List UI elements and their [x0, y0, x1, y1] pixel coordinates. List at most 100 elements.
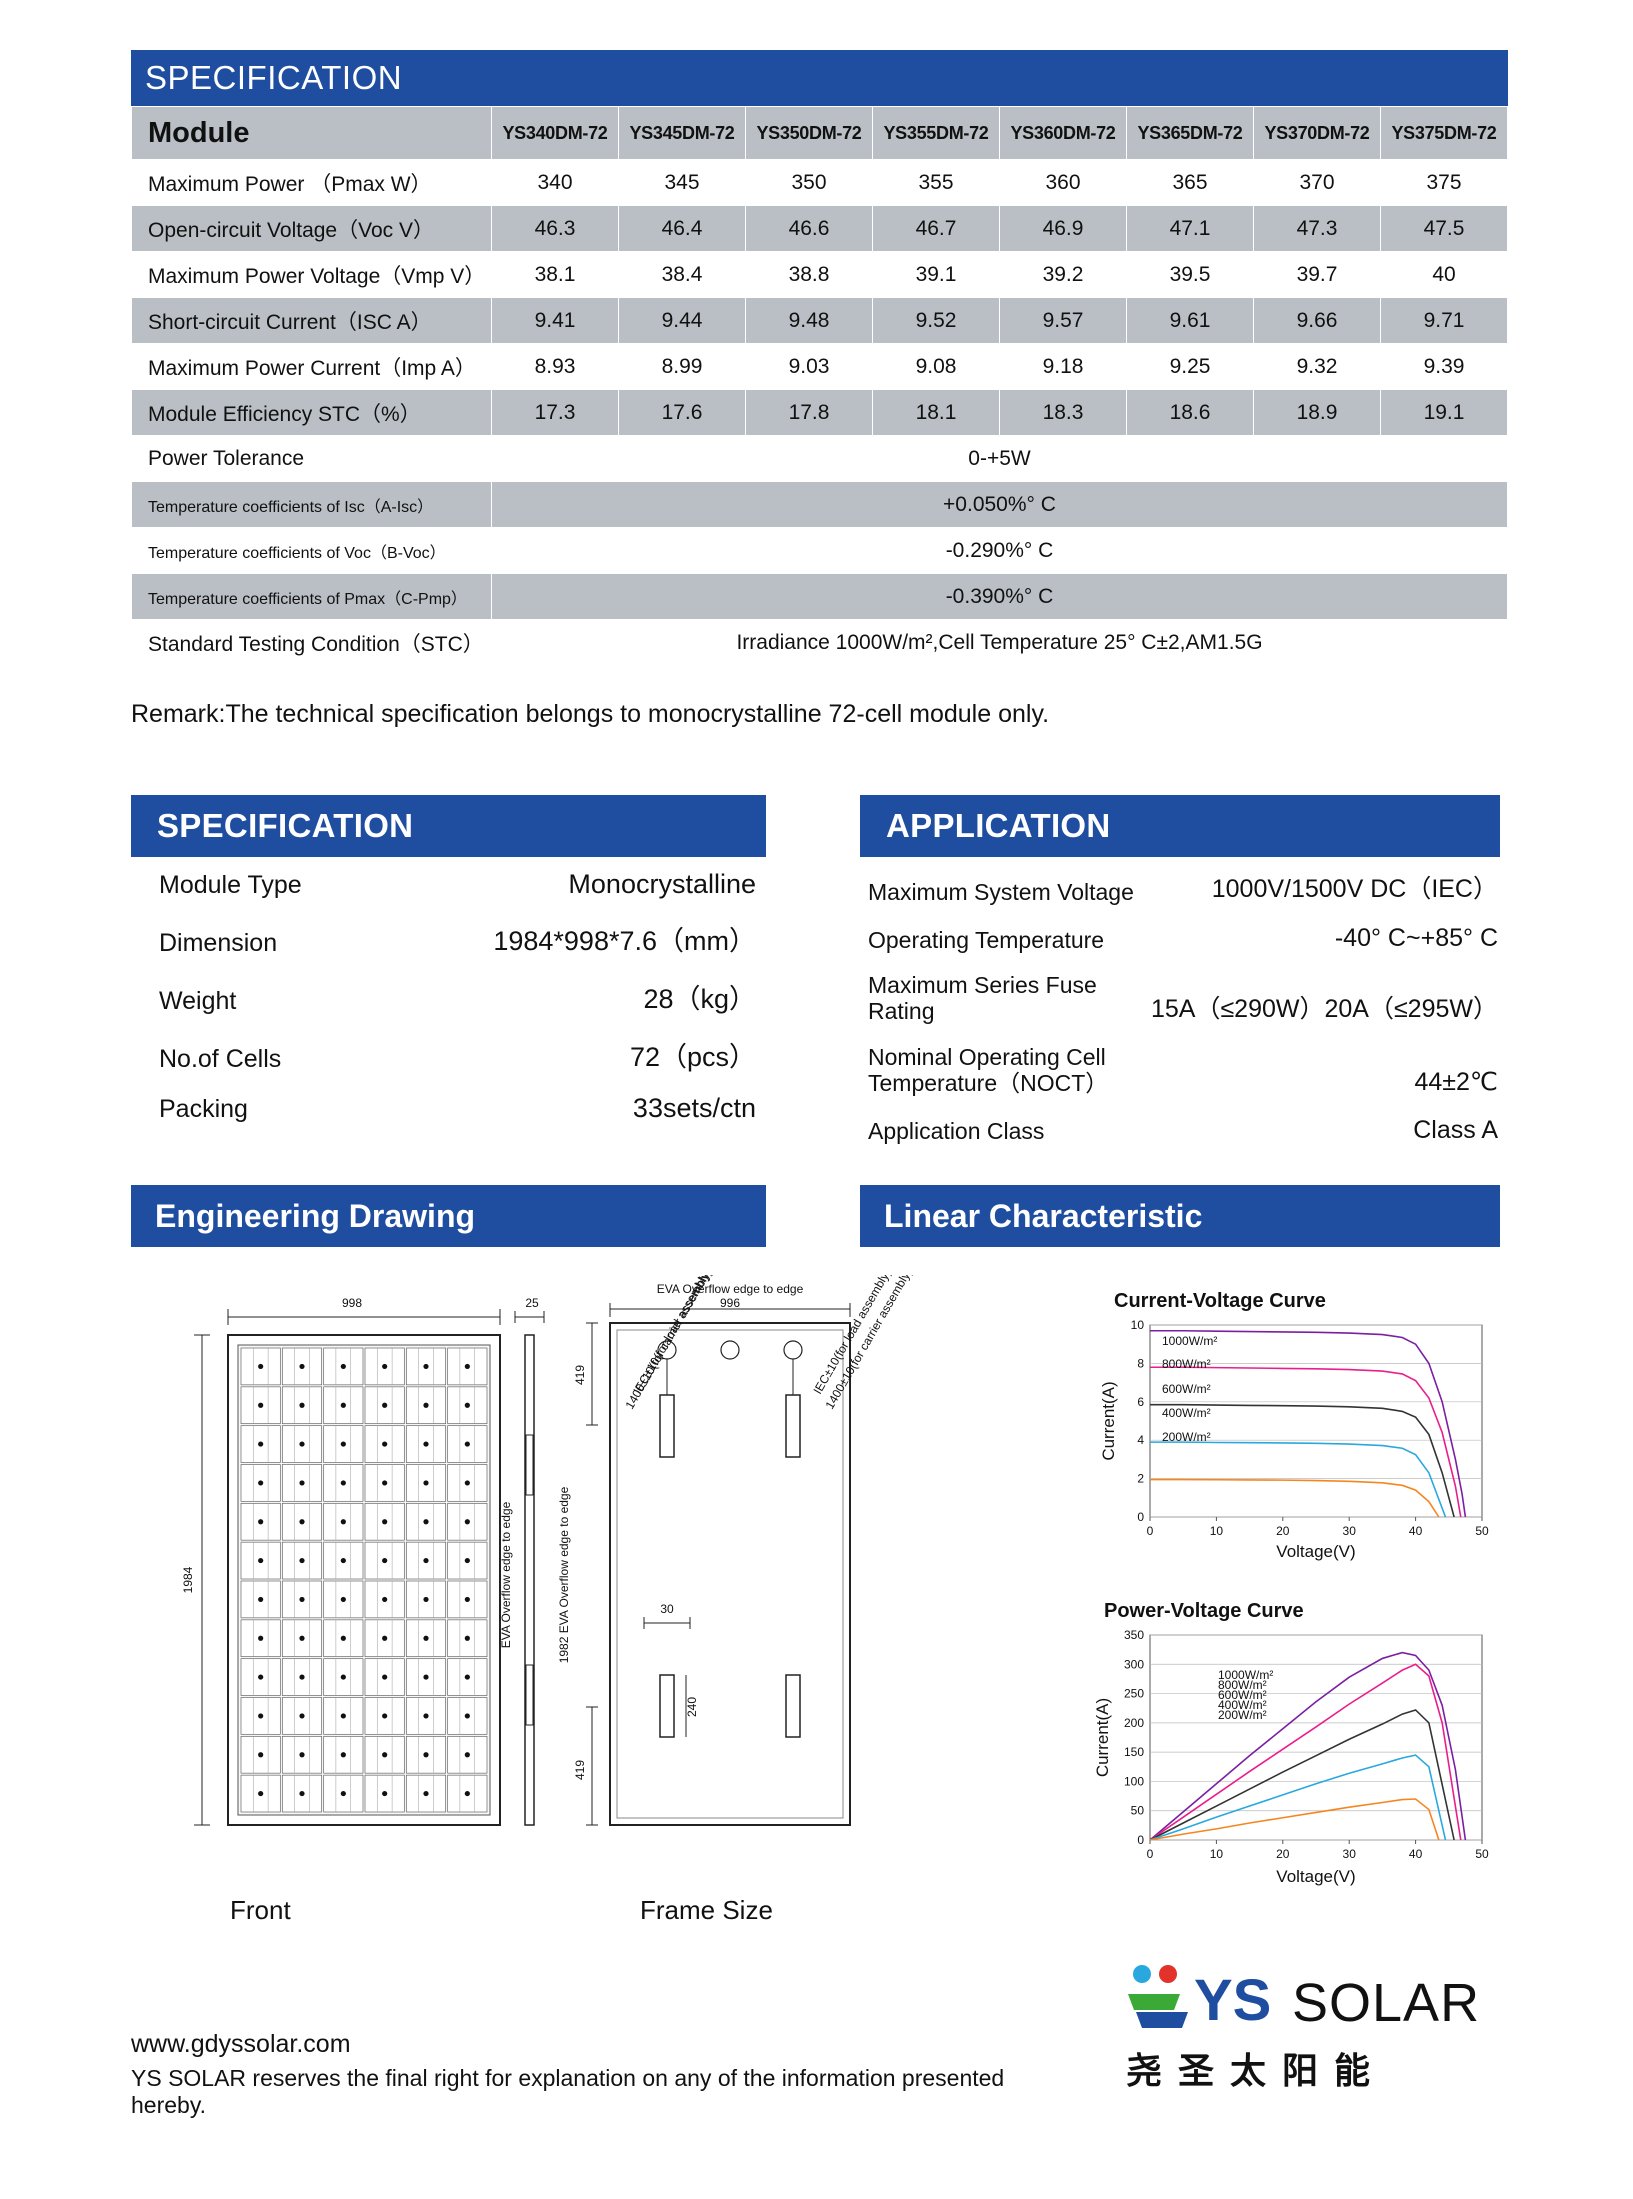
row-value-4: 46.9: [999, 205, 1127, 252]
row-value-5: 18.6: [1126, 389, 1254, 436]
row-value-3: 355: [872, 159, 1000, 206]
svg-text:600W/m²: 600W/m²: [1162, 1382, 1211, 1396]
module-header-0: YS340DM-72: [491, 106, 619, 160]
row-value-5: 39.5: [1126, 251, 1254, 298]
dim-419-lower-label: 419: [573, 1760, 587, 1780]
row-value-1: 38.4: [618, 251, 746, 298]
svg-text:2: 2: [1137, 1472, 1144, 1486]
table-row: Maximum Power Voltage（Vmp V） 38.1 38.4 38.8…: [131, 251, 1508, 298]
row-value-1: 17.6: [618, 389, 746, 436]
linear-characteristic-panel: Linear Characteristic: [860, 1185, 1500, 1247]
row-label: Module Efficiency STC（%）: [131, 389, 492, 436]
svg-text:10: 10: [1131, 1318, 1145, 1332]
row-value-2: 350: [745, 159, 873, 206]
application-list: Maximum System Voltage 1000V/1500V DC（IEC…: [860, 869, 1500, 1145]
svg-text:50: 50: [1475, 1524, 1489, 1538]
specification-key-3: No.of Cells: [159, 1045, 282, 1074]
svg-text:600W/m²: 600W/m²: [1218, 1688, 1267, 1702]
table-header-row: Module YS340DM-72 YS345DM-72 YS350DM-72 YS35…: [131, 106, 1508, 160]
svg-text:50: 50: [1475, 1847, 1489, 1861]
application-key-2: Maximum Series Fuse Rating: [868, 972, 1097, 1025]
table-row: Temperature coefficients of Isc（A-Isc） +0…: [131, 481, 1508, 528]
svg-text:Current(A): Current(A): [1099, 1381, 1118, 1460]
module-header-4: YS360DM-72: [999, 106, 1127, 160]
pv-curve-title: Power-Voltage Curve: [1104, 1600, 1304, 1622]
table-row: Maximum Power （Pmax W） 340 345 350 355 360 365…: [131, 159, 1508, 206]
specification-value-0: Monocrystalline: [568, 869, 756, 899]
svg-text:200W/m²: 200W/m²: [1218, 1708, 1267, 1722]
module-header-5: YS365DM-72: [1126, 106, 1254, 160]
engineering-drawing-banner: Engineering Drawing: [131, 1185, 766, 1247]
row-value-3: 46.7: [872, 205, 1000, 252]
row-value-7: 9.39: [1380, 343, 1508, 390]
dim-30-label: 30: [660, 1602, 674, 1616]
table-row: Temperature coefficients of Pmax（C-Pmp） -…: [131, 573, 1508, 620]
svg-text:Voltage(V): Voltage(V): [1276, 1867, 1355, 1886]
row-label: Maximum Power Voltage（Vmp V）: [131, 251, 492, 298]
table-row: Module Efficiency STC（%） 17.3 17.6 17.8 18.1…: [131, 389, 1508, 436]
svg-text:400W/m²: 400W/m²: [1162, 1406, 1211, 1420]
row-label: Temperature coefficients of Isc（A-Isc）: [131, 481, 492, 528]
svg-text:4: 4: [1137, 1433, 1144, 1447]
side-view: 25 EVA Overflow edge to edge: [499, 1296, 545, 1826]
svg-text:150: 150: [1124, 1745, 1144, 1759]
remark-text: Remark:The technical specification belon…: [131, 700, 1050, 728]
row-value-7: 40: [1380, 251, 1508, 298]
application-value-3: 44±2℃: [1414, 1067, 1498, 1096]
specification-row: No.of Cells 72（pcs）: [131, 1035, 766, 1074]
specification-banner: SPECIFICATION: [131, 795, 766, 857]
svg-text:300: 300: [1124, 1657, 1144, 1671]
specification-row: Packing 33sets/ctn: [131, 1093, 766, 1124]
row-value-0: 8.93: [491, 343, 619, 390]
table-row: Temperature coefficients of Voc（B-Voc） -0…: [131, 527, 1508, 574]
logo-chinese-text: 尧圣太阳能: [1126, 2050, 1387, 2091]
specification-key-0: Module Type: [159, 871, 302, 900]
svg-text:0: 0: [1137, 1833, 1144, 1847]
row-value-1: 9.44: [618, 297, 746, 344]
row-value-1: 8.99: [618, 343, 746, 390]
row-label: Open-circuit Voltage（Voc V）: [131, 205, 492, 252]
row-span-value: 0-+5W: [491, 435, 1508, 482]
footer-url[interactable]: www.gdyssolar.com: [131, 2030, 351, 2058]
row-label: Standard Testing Condition（STC）: [131, 619, 492, 666]
svg-text:250: 250: [1124, 1687, 1144, 1701]
row-label: Maximum Power Current（Imp A）: [131, 343, 492, 390]
pv-curve-svg: 0 50 100 150 200 250 300 350 0 10 20 30 40 50 1000W/m²…: [1093, 1628, 1489, 1886]
table-row: Power Tolerance 0-+5W: [131, 435, 1508, 482]
row-span-value: Irradiance 1000W/m²,Cell Temperature 25°…: [491, 619, 1508, 666]
iv-curve-chart: Current-Voltage Curve 0 2 4 6 8 10 0 10 20 30 40 50…: [1090, 1290, 1514, 1568]
specification-value-1: 1984*998*7.6（mm）: [493, 926, 756, 956]
specification-panel: SPECIFICATION Module Type Monocrystalline…: [131, 795, 766, 1143]
engineering-drawing-title: Engineering Drawing: [155, 1197, 476, 1234]
application-value-4: Class A: [1413, 1115, 1498, 1144]
row-value-4: 18.3: [999, 389, 1127, 436]
module-header-1: YS345DM-72: [618, 106, 746, 160]
row-label: Temperature coefficients of Pmax（C-Pmp）: [131, 573, 492, 620]
frame-size-view: EVA Overflow edge to edge 996: [557, 1251, 923, 1826]
row-value-1: 46.4: [618, 205, 746, 252]
specification-row: Weight 28（kg）: [131, 977, 766, 1016]
frame-size-caption: Frame Size: [640, 1895, 773, 1925]
svg-text:Voltage(V): Voltage(V): [1276, 1542, 1355, 1561]
footer-disclaimer: YS SOLAR reserves the final right for ex…: [131, 2065, 1005, 2118]
application-key-3: Nominal Operating Cell Temperature（NOCT）: [868, 1043, 1109, 1097]
eva-left-rot-label: EVA Overflow edge to edge: [499, 1501, 513, 1648]
specification-row: Dimension 1984*998*7.6（mm）: [131, 919, 766, 958]
row-label: Short-circuit Current（ISC A）: [131, 297, 492, 344]
svg-text:50: 50: [1131, 1804, 1145, 1818]
row-value-6: 9.66: [1253, 297, 1381, 344]
main-spec-banner: SPECIFICATION: [131, 50, 1508, 106]
svg-text:20: 20: [1276, 1847, 1290, 1861]
row-value-7: 9.71: [1380, 297, 1508, 344]
pv-curve-chart: Power-Voltage Curve 0 50 100 150 200 250 300 35…: [1090, 1600, 1504, 1893]
engineering-drawing-panel: Engineering Drawing: [131, 1185, 766, 1247]
module-header-6: YS370DM-72: [1253, 106, 1381, 160]
row-value-3: 9.08: [872, 343, 1000, 390]
row-value-0: 340: [491, 159, 619, 206]
specification-row: Module Type Monocrystalline: [131, 869, 766, 900]
engineering-drawing-svg: 998 1984 25 EVA Overflow edge to edge: [181, 1251, 923, 1826]
svg-text:30: 30: [1343, 1847, 1357, 1861]
row-value-7: 375: [1380, 159, 1508, 206]
specification-banner-title: SPECIFICATION: [157, 807, 414, 844]
